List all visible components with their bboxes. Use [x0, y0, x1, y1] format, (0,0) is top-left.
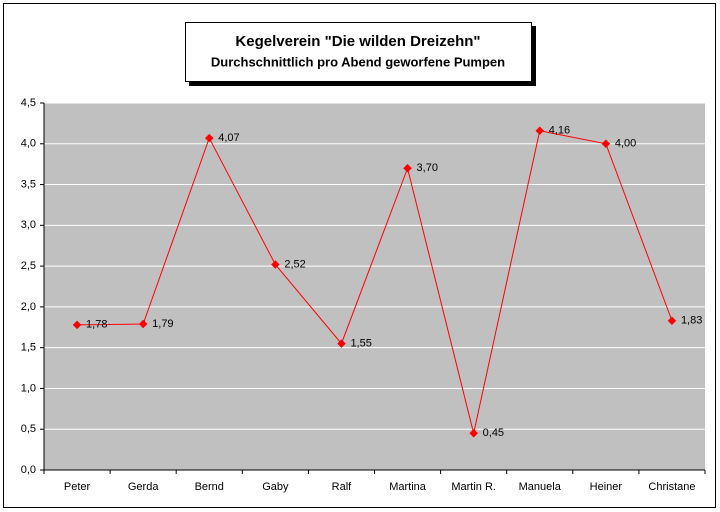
x-tick-label: Gerda	[128, 481, 159, 493]
chart-title: Kegelverein "Die wilden Dreizehn"	[235, 33, 480, 50]
data-line	[77, 130, 673, 434]
y-tick-label: 1,0	[21, 382, 36, 394]
data-label: 1,78	[86, 319, 107, 331]
x-tick-label: Martin R.	[451, 481, 496, 493]
chart-subtitle: Durchschnittlich pro Abend geworfene Pum…	[211, 54, 505, 69]
x-tick-label: Gaby	[262, 481, 289, 493]
y-tick-label: 2,5	[21, 260, 36, 272]
data-point	[337, 339, 346, 348]
y-tick-label: 4,5	[21, 97, 36, 109]
x-tick-label: Peter	[64, 481, 91, 493]
x-tick-label: Bernd	[195, 481, 224, 493]
x-tick-label: Heiner	[590, 481, 623, 493]
data-point	[271, 260, 280, 269]
y-tick-label: 0,0	[21, 464, 36, 476]
data-label: 1,79	[152, 318, 173, 330]
title-box	[185, 22, 532, 82]
data-label: 4,07	[218, 132, 239, 144]
data-point	[667, 316, 677, 325]
data-point	[403, 164, 412, 173]
plot-area	[44, 103, 705, 470]
data-label: 4,16	[549, 125, 570, 137]
data-label: 3,70	[417, 162, 438, 174]
y-tick-label: 0,5	[21, 423, 36, 435]
data-label: 0,45	[483, 427, 504, 439]
data-label: 2,52	[284, 258, 305, 270]
y-tick-label: 2,0	[21, 301, 36, 313]
y-tick-label: 4,0	[21, 138, 36, 150]
y-tick-label: 1,5	[21, 342, 36, 354]
data-point	[205, 133, 214, 143]
data-point	[469, 429, 478, 438]
y-tick-label: 3,5	[21, 178, 36, 190]
y-tick-label: 3,0	[21, 219, 36, 231]
x-tick-label: Christane	[648, 481, 695, 493]
data-label: 1,83	[681, 315, 702, 327]
data-label: 1,55	[350, 337, 371, 349]
x-tick-label: Ralf	[332, 481, 353, 493]
data-label: 4,00	[615, 138, 636, 150]
data-point	[72, 320, 82, 330]
x-tick-label: Martina	[389, 481, 427, 493]
x-tick-label: Manuela	[519, 481, 562, 493]
data-point	[138, 319, 148, 329]
